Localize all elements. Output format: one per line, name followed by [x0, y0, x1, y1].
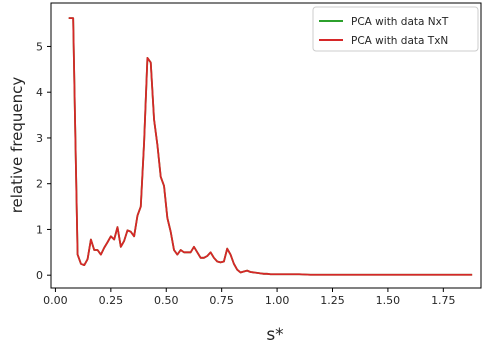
x-axis-label: s* — [266, 325, 283, 345]
legend: PCA with data NxT PCA with data TxN — [312, 6, 479, 52]
plot-frame — [50, 2, 482, 289]
x-tick-label: 1.00 — [265, 294, 290, 307]
x-tick-label: 1.50 — [376, 294, 401, 307]
x-tick-label: 1.75 — [431, 294, 456, 307]
y-tick-label: 3 — [36, 132, 43, 145]
legend-entry-2: PCA with data TxN — [351, 35, 448, 47]
series-line-1 — [68, 17, 473, 276]
y-tick-label: 0 — [36, 269, 43, 282]
x-tick-label: 0.25 — [99, 294, 124, 307]
y-tick-label: 5 — [36, 40, 43, 53]
legend-box — [312, 6, 479, 52]
y-axis-label: relative frequency — [8, 77, 26, 214]
y-tick-label: 4 — [36, 86, 43, 99]
series-line-2 — [68, 17, 473, 276]
y-tick-label: 1 — [36, 223, 43, 236]
x-tick-label: 1.25 — [320, 294, 345, 307]
x-tick-label: 0.75 — [209, 294, 234, 307]
x-tick-label: 0.50 — [154, 294, 179, 307]
x-tick-label: 0.00 — [43, 294, 68, 307]
series-layer — [68, 17, 473, 276]
y-tick-label: 2 — [36, 178, 43, 191]
axes-layer: 0.00 0.25 0.50 0.75 1.00 1.25 1.50 1.75 0 1 2 3 4 5 — [36, 2, 482, 307]
legend-entry-1: PCA with data NxT — [351, 16, 449, 28]
